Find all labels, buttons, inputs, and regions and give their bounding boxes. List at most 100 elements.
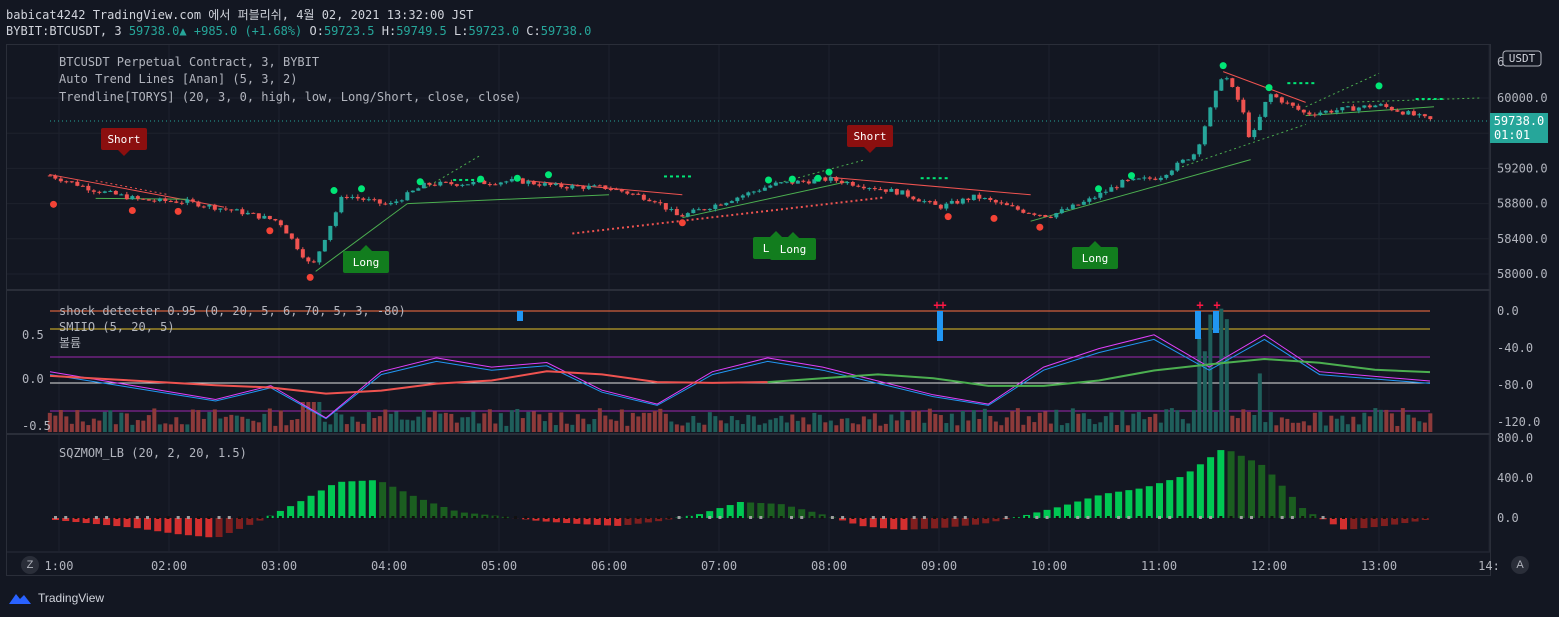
stop-dots xyxy=(1287,82,1291,85)
squeeze-bar xyxy=(726,505,734,518)
legend-main: BTCUSDT Perpetual Contract, 3, BYBIT xyxy=(59,55,319,69)
volume-bar xyxy=(1164,409,1169,432)
squeeze-bar xyxy=(736,502,744,518)
trendline-up-proj xyxy=(1305,72,1380,108)
signal-box xyxy=(1072,247,1118,269)
squeeze-dot xyxy=(1076,516,1080,519)
candle-body xyxy=(432,184,437,186)
volume-bar xyxy=(135,420,140,432)
squeeze-bar xyxy=(573,518,581,524)
squeeze-dot xyxy=(1393,516,1397,519)
squeeze-bar xyxy=(246,518,254,525)
volume-bar xyxy=(900,411,905,432)
pivot-high-marker xyxy=(1265,84,1273,92)
candle-body xyxy=(685,213,690,217)
volume-bar xyxy=(806,424,811,432)
volume-bar xyxy=(443,412,448,432)
time-tick: 1:00 xyxy=(45,559,74,573)
candle-body xyxy=(317,251,322,263)
pivot-high-marker xyxy=(1095,185,1102,193)
candle-body xyxy=(597,185,602,187)
candle-body xyxy=(608,188,613,190)
squeeze-dot xyxy=(1301,516,1305,519)
trendline-down xyxy=(49,174,225,208)
stop-dots xyxy=(1299,82,1303,85)
signal-box xyxy=(847,125,893,147)
candle-body xyxy=(1186,159,1191,161)
squeeze-dot xyxy=(708,516,712,519)
auto-scale-button[interactable]: A xyxy=(1511,556,1529,574)
volume-bar xyxy=(1340,415,1345,432)
candle-body xyxy=(240,209,245,215)
squeeze-dot xyxy=(1045,516,1049,519)
candle-body xyxy=(581,186,586,189)
squeeze-dot xyxy=(1025,516,1029,519)
candle-body xyxy=(284,225,289,234)
squeeze-bar xyxy=(859,518,867,527)
candle-body xyxy=(185,199,190,203)
candle-body xyxy=(1351,106,1356,111)
candle-body xyxy=(729,201,734,203)
squeeze-dot xyxy=(575,516,579,519)
currency-badge[interactable]: USDT xyxy=(1502,50,1542,67)
squeeze-bar xyxy=(552,518,560,523)
candle-body xyxy=(383,203,388,205)
volume-bar xyxy=(1098,422,1103,432)
shock-cross-icon: + xyxy=(1213,298,1220,312)
signal-short-label: Short xyxy=(847,125,893,153)
candle-body xyxy=(669,209,674,211)
volume-bar xyxy=(1263,422,1268,432)
footer-brand[interactable]: TradingView xyxy=(8,590,104,606)
candle-body xyxy=(454,184,459,186)
volume-bar xyxy=(603,415,608,432)
indicator-left-tick: 0.0 xyxy=(22,372,44,386)
squeeze-dot xyxy=(1362,516,1366,519)
volume-bar xyxy=(625,425,630,432)
candle-body xyxy=(1312,114,1317,116)
candle-body xyxy=(1257,116,1262,131)
squeeze-dot xyxy=(74,516,78,519)
candle-body xyxy=(1329,110,1334,113)
time-axis[interactable]: 1:00 02:00 03:00 04:00 05:00 06:00 07:00 08:00 0… xyxy=(45,559,1500,573)
volume-bar xyxy=(779,415,784,432)
squeeze-dot xyxy=(381,516,385,519)
squeeze-bar xyxy=(379,482,387,518)
volume-bar xyxy=(476,423,481,432)
volume-bar xyxy=(278,410,283,432)
trend-lines xyxy=(49,71,1480,272)
candle-body xyxy=(1400,111,1405,115)
volume-bar xyxy=(619,409,624,432)
candle-body xyxy=(135,196,140,199)
volume-bar xyxy=(300,402,305,432)
tradingview-logo-icon xyxy=(9,594,31,604)
candle-body xyxy=(971,194,976,200)
candle-body xyxy=(1378,104,1383,106)
volume-bar xyxy=(702,424,707,432)
squeeze-dot xyxy=(411,516,415,519)
volume-bar xyxy=(515,408,520,432)
squeeze-dot xyxy=(1352,516,1356,519)
candle-body xyxy=(97,191,102,193)
zoom-button[interactable]: Z xyxy=(21,556,39,574)
candle-body xyxy=(102,191,107,193)
stop-dots xyxy=(1415,98,1419,100)
volume-bar xyxy=(1428,413,1433,432)
volume-bar xyxy=(383,409,388,432)
candle-body xyxy=(982,198,987,200)
volume-bar xyxy=(449,413,454,432)
pivot-low-marker xyxy=(678,219,686,227)
stop-dots xyxy=(944,177,948,180)
candle-body xyxy=(58,178,63,182)
squeeze-dot xyxy=(452,516,456,519)
volume-bar xyxy=(614,420,619,432)
volume-bar xyxy=(1384,409,1389,432)
volume-bar xyxy=(1395,425,1400,432)
squeeze-dot xyxy=(687,516,691,519)
squeeze-bar xyxy=(798,509,806,518)
publish-info: babicat4242 TradingView.com 에서 퍼블리쉬, 4월 … xyxy=(6,8,474,22)
pivot-high-marker xyxy=(1128,172,1135,180)
volume-bar xyxy=(1224,319,1229,432)
candle-body xyxy=(157,198,162,202)
volume-bar xyxy=(1378,409,1383,432)
